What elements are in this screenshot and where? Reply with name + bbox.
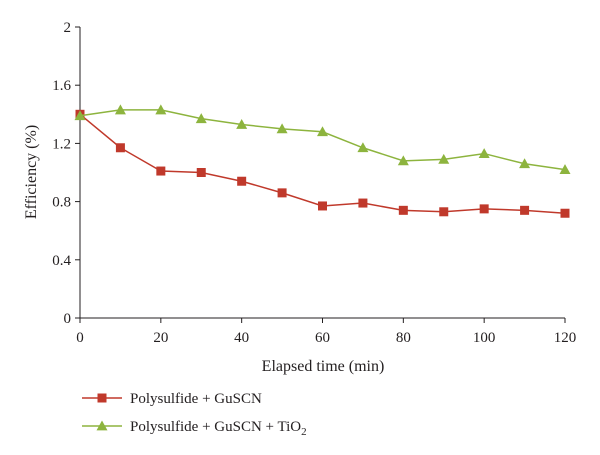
data-point xyxy=(276,123,288,134)
legend-item-2: Polysulfide + GuSCN + TiO2 xyxy=(82,419,307,438)
data-point xyxy=(478,148,490,158)
y-tick-label: 0 xyxy=(64,311,72,327)
x-tick-label: 0 xyxy=(76,330,84,346)
data-point xyxy=(74,110,86,121)
legend-marker xyxy=(96,420,108,431)
data-point xyxy=(115,143,125,153)
x-tick-label: 60 xyxy=(315,330,330,346)
data-point xyxy=(397,155,409,166)
data-point xyxy=(237,176,247,186)
series-line xyxy=(79,109,566,171)
data-point xyxy=(357,142,369,153)
y-tick-label: 1.2 xyxy=(52,136,71,152)
legend-item-1: Polysulfide + GuSCN xyxy=(82,391,262,407)
y-tick-label: 1.6 xyxy=(52,78,71,94)
legend-label: Polysulfide + GuSCN + TiO2 xyxy=(130,419,307,438)
legend: Polysulfide + GuSCN Polysulfide + GuSCN +… xyxy=(82,391,307,438)
data-point xyxy=(155,104,167,115)
x-axis-title: Elapsed time (min) xyxy=(262,358,385,375)
data-point xyxy=(196,168,206,177)
y-tick-label: 2 xyxy=(64,20,72,36)
y-axis-ticks: 0 0.4 0.8 1.2 1.6 2 xyxy=(52,20,80,327)
y-tick-label: 0.8 xyxy=(52,195,71,211)
series-2 xyxy=(74,104,571,174)
data-point xyxy=(156,166,166,176)
x-tick-label: 120 xyxy=(554,330,577,346)
data-point xyxy=(479,204,489,214)
x-tick-label: 100 xyxy=(473,330,496,346)
data-point xyxy=(318,201,327,211)
data-point xyxy=(358,198,368,208)
data-point xyxy=(317,126,328,137)
data-point xyxy=(114,104,126,115)
data-point xyxy=(398,205,408,215)
x-tick-label: 20 xyxy=(153,330,168,346)
series-1 xyxy=(75,109,570,218)
data-point xyxy=(236,118,248,129)
data-point xyxy=(439,207,449,217)
axes xyxy=(79,27,565,319)
data-point xyxy=(559,164,571,174)
x-tick-label: 40 xyxy=(234,330,249,346)
x-tick-label: 80 xyxy=(396,330,411,346)
data-point xyxy=(560,208,570,218)
legend-marker xyxy=(97,393,107,403)
y-axis-title: Efficiency (%) xyxy=(23,125,40,219)
legend-label: Polysulfide + GuSCN xyxy=(130,391,262,407)
y-tick-label: 0.4 xyxy=(52,253,71,269)
data-point xyxy=(277,188,287,198)
data-point xyxy=(438,153,450,164)
data-point xyxy=(520,205,530,215)
x-axis-ticks: 0 20 40 60 80 100 120 xyxy=(76,318,576,346)
series-layer xyxy=(74,104,571,218)
data-point xyxy=(519,158,531,169)
data-point xyxy=(195,113,207,124)
